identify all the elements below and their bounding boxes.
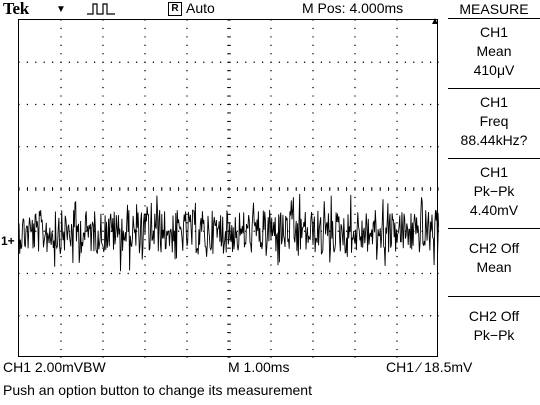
measurement-source: CH2 Off: [468, 308, 520, 324]
info-bar: CH1 2.00mVBW M 1.00ms CH1 ⁄ 18.5mV Push …: [0, 357, 540, 405]
trigger-position-down-icon: ▼: [56, 4, 66, 15]
measurement-value: 88.44kHz?: [460, 132, 528, 148]
measurement-source: CH1: [479, 94, 508, 110]
measurement-type: Pk−Pk: [473, 327, 515, 343]
pulse-icon: [87, 2, 123, 16]
measure-menu: MEASURE CH1 Mean 410μV CH1 Freq 88.44kHz…: [448, 0, 540, 356]
measurement-slot-3[interactable]: CH1 Pk−Pk 4.40mV: [448, 158, 540, 228]
measurement-value: 4.40mV: [469, 202, 519, 218]
ch1-ground-marker: 1+: [1, 234, 15, 248]
measurement-type: Mean: [476, 259, 512, 275]
measurement-slot-5[interactable]: CH2 Off Pk−Pk: [448, 296, 540, 356]
ch1-volts-div: CH1 2.00mVBW: [3, 359, 106, 375]
status-bar: Tek ▼ R Auto M Pos: 4.000ms: [0, 0, 448, 18]
ch1-waveform: [19, 193, 439, 272]
measurement-source: CH2 Off: [468, 240, 520, 256]
horizontal-position: M Pos: 4.000ms: [302, 0, 404, 16]
measurement-value: 410μV: [473, 62, 515, 78]
trigger-level: CH1 ⁄ 18.5mV: [386, 359, 473, 375]
graticule: [19, 20, 439, 358]
brand-logo: Tek: [3, 0, 29, 18]
measurement-type: Pk−Pk: [473, 183, 515, 199]
measurement-type: Mean: [476, 43, 512, 59]
help-message: Push an option button to change its meas…: [3, 382, 312, 398]
measurement-slot-4[interactable]: CH2 Off Mean: [448, 228, 540, 296]
menu-title: MEASURE: [459, 1, 529, 17]
measurement-slot-2[interactable]: CH1 Freq 88.44kHz?: [448, 88, 540, 158]
measurement-slot-1[interactable]: CH1 Mean 410μV: [448, 18, 540, 88]
run-status: Auto: [186, 0, 215, 16]
run-state-icon: R: [168, 2, 182, 16]
waveform-display: [18, 19, 439, 358]
measurement-source: CH1: [479, 24, 508, 40]
timebase: M 1.00ms: [228, 359, 290, 375]
trigger-point-up-icon: ▲: [430, 16, 440, 27]
measurement-type: Freq: [479, 113, 509, 129]
measurement-source: CH1: [479, 164, 508, 180]
